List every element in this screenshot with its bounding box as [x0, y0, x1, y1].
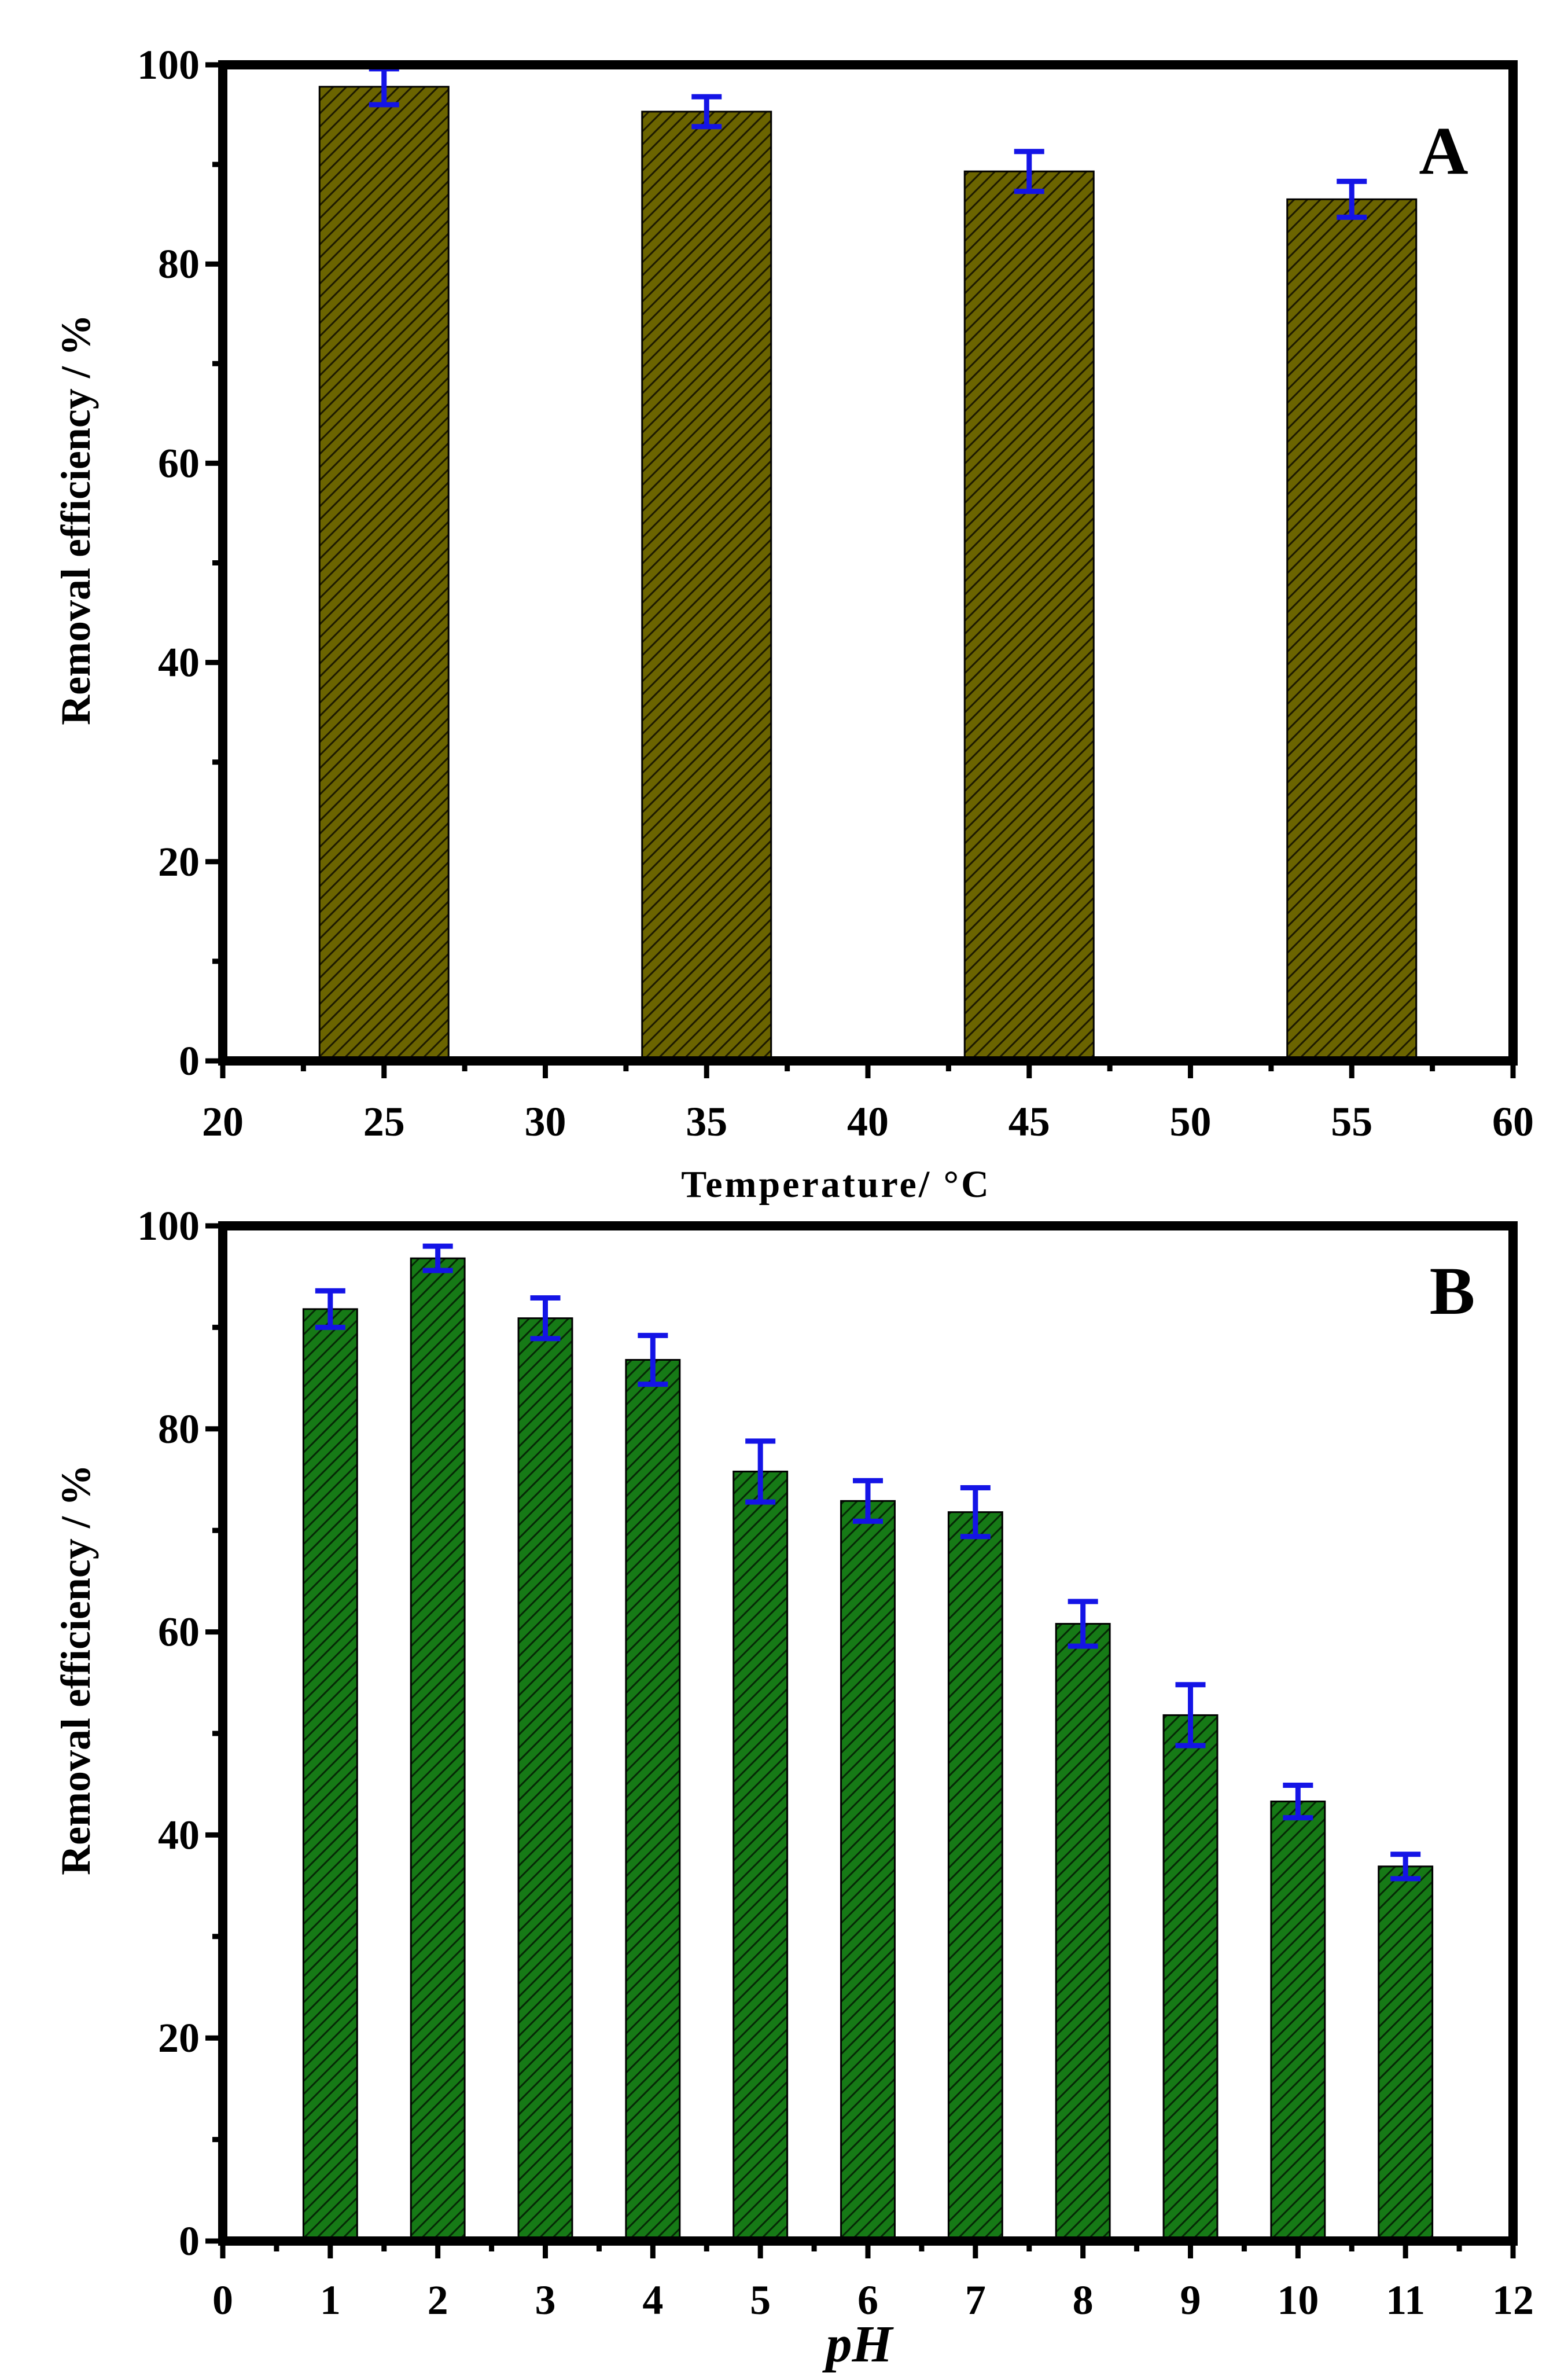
y-tick-label: 0 [179, 1038, 200, 1084]
panel-a-error-bars [369, 66, 1367, 220]
x-tick-label: 8 [1073, 2277, 1094, 2323]
panel-b-x-axis-title: pH [822, 2316, 894, 2373]
error-bar-5 [745, 1438, 776, 1505]
x-tick-label: 2 [428, 2277, 448, 2323]
panel-b-axes [205, 1221, 1518, 2258]
error-bar-55 [1337, 178, 1367, 220]
x-tick-label: 1 [320, 2277, 341, 2323]
error-bar-7 [960, 1485, 991, 1540]
x-tick-label: 30 [525, 1099, 566, 1145]
bar-55 [1286, 198, 1418, 1062]
x-tick-label: 5 [750, 2277, 771, 2323]
y-tick-label: 100 [137, 42, 200, 88]
panel-a-y-tick-labels: 0 20 40 60 80 100 [137, 42, 200, 1084]
x-tick-label: 35 [686, 1099, 727, 1145]
panel-a-x-axis-title: Temperature/ °C [681, 1163, 991, 1206]
error-bar-45 [1014, 149, 1044, 194]
y-tick-label: 0 [179, 2218, 200, 2264]
error-bar-35 [691, 94, 722, 130]
panel-b-label: B [1430, 1253, 1475, 1329]
panel-a-y-axis-title: Removal efficiency / % [53, 314, 99, 725]
y-tick-label: 40 [158, 640, 200, 686]
x-tick-label: 6 [857, 2277, 878, 2323]
x-tick-label: 3 [535, 2277, 556, 2323]
error-bar-2 [422, 1243, 453, 1273]
error-bar-1 [315, 1288, 345, 1330]
panel-a-bars [318, 86, 1418, 1062]
error-bar-9 [1175, 1682, 1206, 1748]
y-tick-label: 20 [158, 2015, 200, 2061]
error-bar-8 [1068, 1599, 1098, 1649]
panel-b-x-tick-labels: 0 1 2 3 4 5 6 7 8 9 10 11 12 [212, 2277, 1534, 2323]
bar-25 [318, 86, 450, 1062]
x-tick-label: 20 [202, 1099, 244, 1145]
panel-a-x-tick-labels: 20 25 30 35 40 45 50 55 60 [202, 1099, 1534, 1145]
bar-2 [410, 1257, 466, 2242]
error-bar-4 [638, 1332, 668, 1387]
x-tick-label: 60 [1492, 1099, 1534, 1145]
y-tick-label: 20 [158, 839, 200, 885]
bar-35 [641, 111, 772, 1062]
error-bar-10 [1283, 1782, 1313, 1821]
panel-b-bars [302, 1257, 1434, 2242]
bar-1 [302, 1308, 358, 2242]
x-tick-label: 10 [1277, 2277, 1319, 2323]
panel-b-y-axis-title: Removal efficiency / % [53, 1464, 99, 1875]
x-tick-label: 4 [642, 2277, 663, 2323]
x-tick-label: 0 [212, 2277, 233, 2323]
bar-10 [1270, 1801, 1326, 2242]
x-tick-label: 12 [1492, 2277, 1534, 2323]
error-bar-11 [1390, 1852, 1421, 1882]
bar-45 [963, 170, 1095, 1062]
x-tick-label: 45 [1008, 1099, 1050, 1145]
error-bar-6 [853, 1478, 883, 1524]
x-tick-label: 7 [965, 2277, 986, 2323]
y-tick-label: 80 [158, 241, 200, 287]
bar-11 [1378, 1865, 1434, 2242]
x-tick-label: 40 [847, 1099, 889, 1145]
bar-6 [840, 1500, 896, 2242]
bar-7 [947, 1511, 1003, 2242]
y-tick-label: 60 [158, 440, 200, 486]
bar-4 [625, 1359, 681, 2242]
panel-b-error-bars [315, 1243, 1421, 1882]
panel-a-axes [205, 60, 1518, 1078]
bar-5 [733, 1470, 789, 2242]
panel-b-y-tick-labels: 0 20 40 60 80 100 [137, 1203, 200, 2264]
x-tick-label: 25 [363, 1099, 405, 1145]
bar-9 [1162, 1714, 1219, 2242]
error-bar-3 [530, 1295, 561, 1342]
x-tick-label: 11 [1386, 2277, 1425, 2323]
x-tick-label: 9 [1180, 2277, 1201, 2323]
y-tick-label: 60 [158, 1609, 200, 1655]
y-tick-label: 100 [137, 1203, 200, 1249]
bar-8 [1055, 1623, 1111, 2242]
panel-a-label: A [1419, 113, 1468, 189]
x-tick-label: 55 [1331, 1099, 1372, 1145]
y-tick-label: 80 [158, 1406, 200, 1452]
x-tick-label: 50 [1170, 1099, 1212, 1145]
bar-3 [517, 1317, 573, 2242]
y-tick-label: 40 [158, 1812, 200, 1858]
